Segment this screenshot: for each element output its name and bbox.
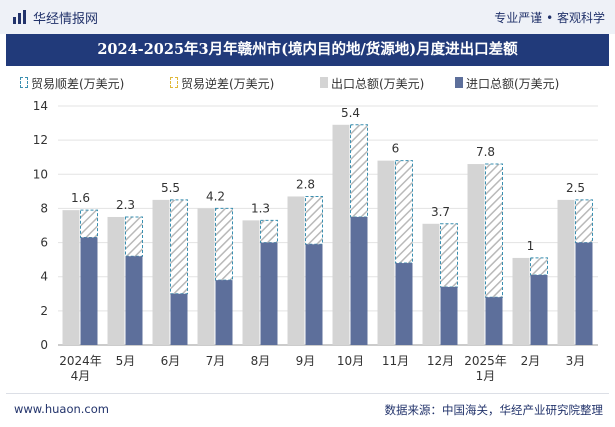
x-tick-label: 5月 (116, 354, 136, 368)
bar-import (350, 216, 368, 345)
bar-surplus (305, 195, 323, 245)
bar-surplus (530, 257, 548, 276)
y-tick-label: 4 (40, 270, 48, 284)
y-tick-label: 2 (40, 304, 48, 318)
y-tick-label: 10 (33, 167, 48, 181)
x-tick-label: 2024年 (59, 354, 102, 368)
bar-import (215, 280, 233, 345)
bar-surplus (395, 160, 413, 264)
bar-surplus (170, 199, 188, 295)
footer-divider (6, 393, 609, 394)
bar-export (332, 124, 350, 346)
tagline: 专业严谨 • 客观科学 (494, 11, 605, 25)
bar-surplus (485, 163, 503, 298)
bar-import (485, 297, 503, 345)
bar-import (395, 263, 413, 345)
x-tick-label: 2月 (521, 354, 541, 368)
bar-import (440, 286, 458, 345)
legend-swatch-export (320, 77, 328, 88)
bar-surplus (80, 209, 98, 238)
data-label: 2.5 (566, 181, 585, 195)
bar-import (170, 293, 188, 345)
bar-export (152, 199, 170, 345)
data-label: 1 (527, 239, 535, 253)
legend-label-export: 出口总额(万美元) (331, 77, 425, 91)
x-tick-label: 4月 (71, 369, 91, 383)
title-bar: 2024-2025年3月年赣州市(境内目的地/货源地)月度进出口差额 (6, 34, 609, 66)
x-tick-label: 7月 (206, 354, 226, 368)
chart-title: 2024-2025年3月年赣州市(境内目的地/货源地)月度进出口差额 (97, 41, 518, 58)
y-tick-label: 6 (40, 236, 48, 250)
bar-import (530, 275, 548, 345)
top-bar: 华经情报网 专业严谨 • 客观科学 (0, 0, 615, 34)
bar-import (305, 244, 323, 345)
legend-swatch-surplus (20, 77, 28, 88)
x-tick-label: 9月 (296, 354, 316, 368)
y-tick-label: 8 (40, 201, 48, 215)
bar-import (125, 256, 143, 345)
bar-export (512, 257, 530, 345)
legend-label-import: 进口总额(万美元) (466, 77, 560, 91)
logo-icon (13, 10, 26, 24)
data-label: 2.3 (116, 198, 135, 212)
data-label: 2.8 (296, 177, 315, 191)
site-name: 华经情报网 (33, 12, 99, 27)
data-label: 7.8 (476, 145, 495, 159)
bar-surplus (350, 124, 368, 218)
bar-export (287, 196, 305, 345)
y-tick-label: 14 (33, 99, 48, 113)
y-tick-label: 0 (40, 338, 48, 352)
bar-surplus (125, 216, 143, 257)
x-tick-label: 11月 (382, 354, 409, 368)
bar-surplus (440, 223, 458, 288)
bar-export (377, 160, 395, 345)
bar-surplus (260, 219, 278, 244)
x-tick-label: 8月 (251, 354, 271, 368)
bar-export (242, 220, 260, 345)
bar-surplus (575, 199, 593, 244)
legend-label-surplus: 贸易顺差(万美元) (31, 77, 125, 91)
x-tick-label: 10月 (337, 354, 364, 368)
footer-source: 数据来源：中国海关，华经产业研究院整理 (384, 403, 604, 417)
bar-surplus (215, 207, 233, 281)
footer-url: www.huaon.com (14, 402, 109, 416)
bar-import (260, 242, 278, 345)
legend-swatch-deficit (170, 77, 178, 88)
x-tick-label: 12月 (427, 354, 454, 368)
bar-export (62, 210, 80, 345)
data-label: 1.6 (71, 191, 90, 205)
x-tick-label: 2025年 (464, 354, 507, 368)
bar-export (467, 164, 485, 345)
legend-swatch-import (455, 77, 463, 88)
data-label: 6 (392, 142, 400, 156)
y-tick-label: 12 (33, 133, 48, 147)
x-tick-label: 1月 (476, 369, 496, 383)
bar-export (107, 216, 125, 345)
x-tick-label: 6月 (161, 354, 181, 368)
bar-import (575, 242, 593, 345)
bar-export (422, 223, 440, 345)
legend-label-deficit: 贸易逆差(万美元) (181, 77, 275, 91)
bar-export (197, 208, 215, 345)
data-label: 3.7 (431, 205, 450, 219)
bar-export (557, 199, 575, 345)
data-label: 5.4 (341, 106, 360, 120)
x-tick-label: 3月 (566, 354, 586, 368)
data-label: 5.5 (161, 181, 180, 195)
data-label: 1.3 (251, 201, 270, 215)
bar-import (80, 237, 98, 345)
data-label: 4.2 (206, 189, 225, 203)
